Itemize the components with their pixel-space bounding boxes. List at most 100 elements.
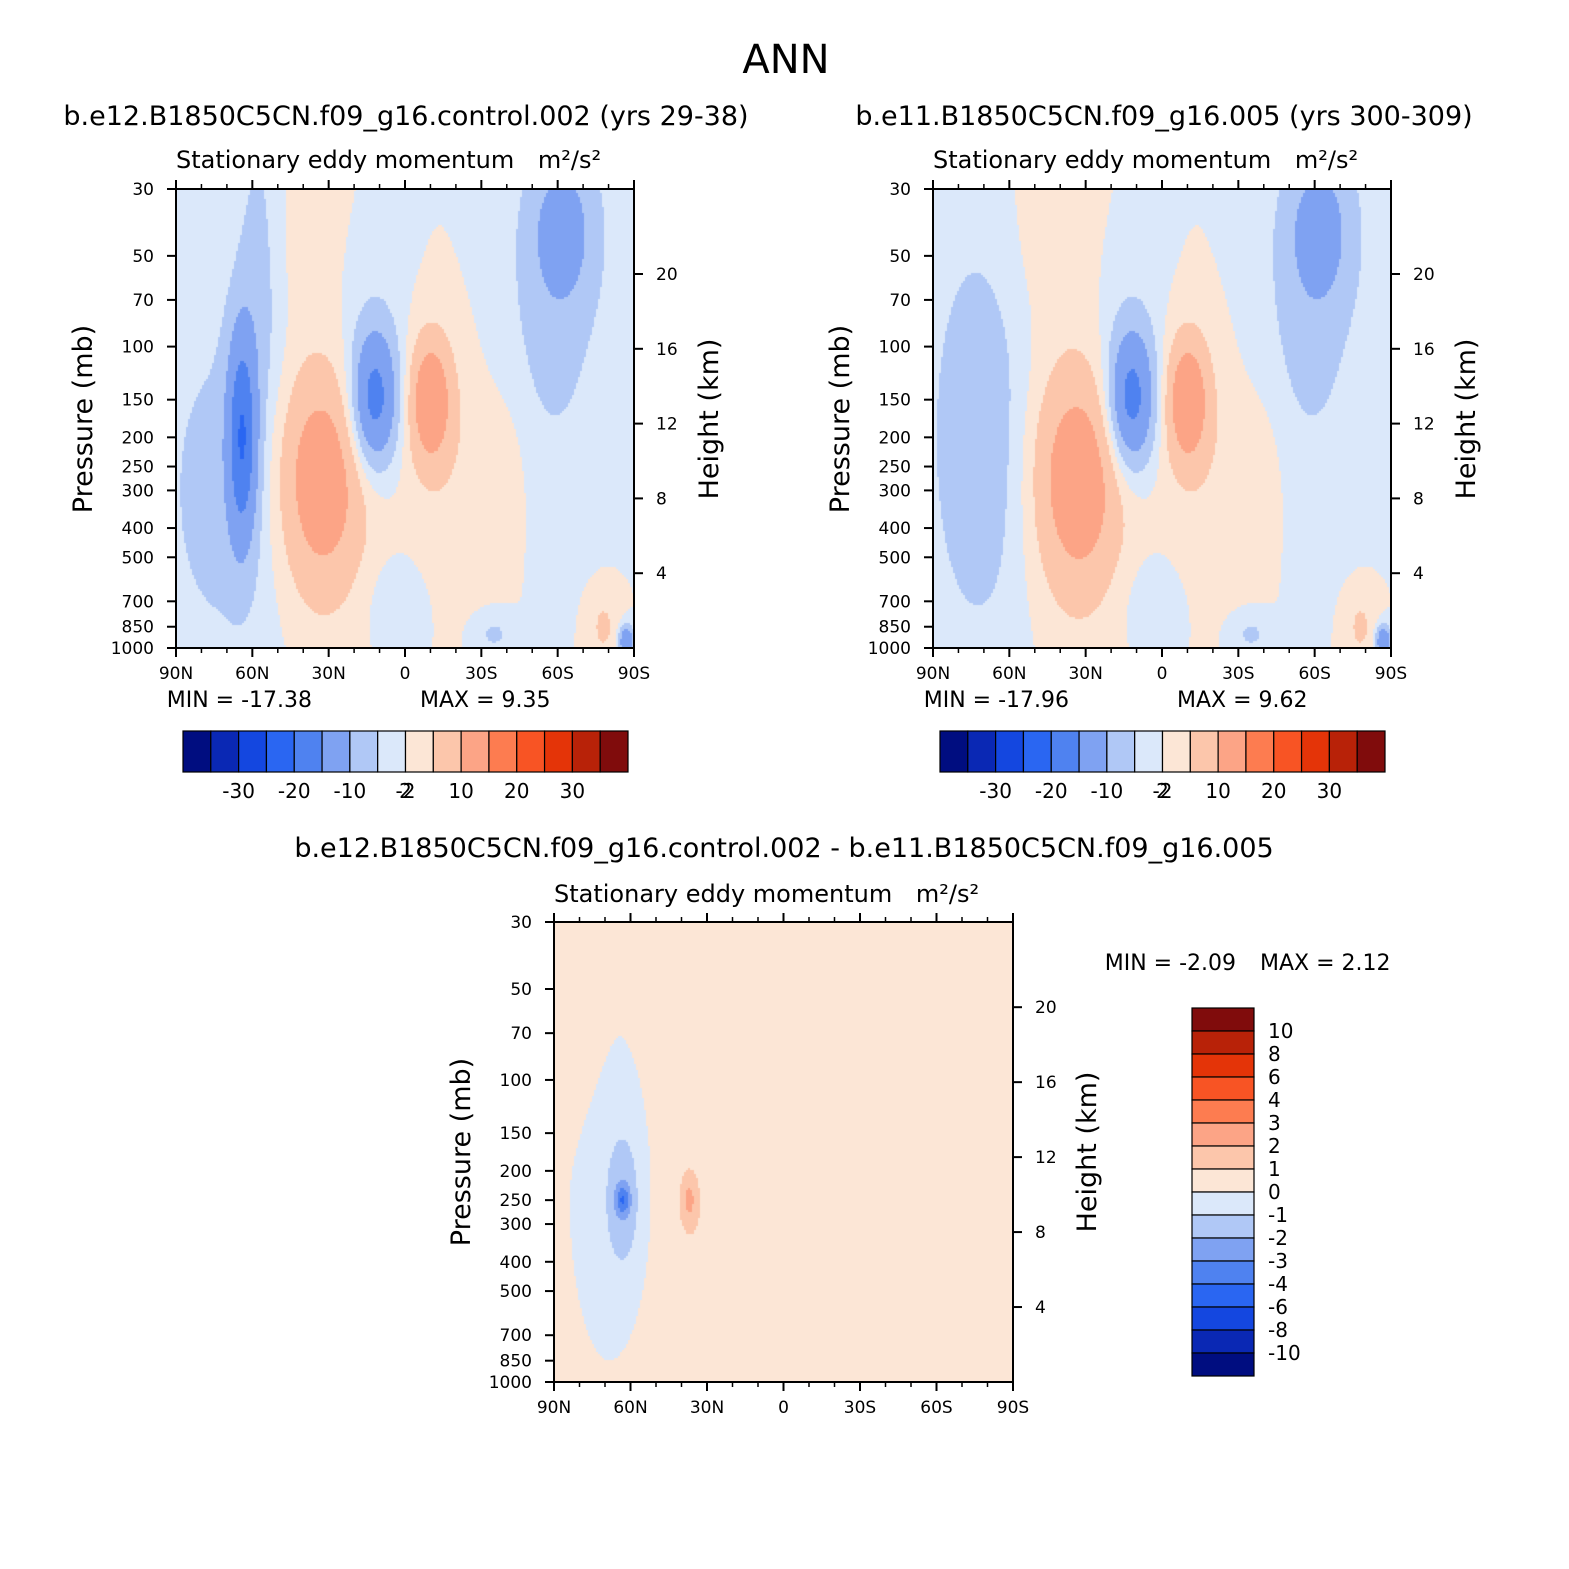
colorbar-label: -2 — [1268, 1226, 1288, 1250]
colorbar-swatch — [1191, 1283, 1255, 1308]
colorbar-swatch — [516, 730, 546, 773]
colorbar-label: -10 — [1268, 1341, 1301, 1365]
colorbar-label: -2 — [396, 779, 416, 803]
subtitle-text: Stationary eddy momentum — [933, 146, 1271, 174]
colorbar-swatch — [1191, 1214, 1255, 1239]
colorbar-label: 2 — [399, 779, 412, 803]
y-tick-label: 850 — [879, 618, 911, 638]
y-tick-label: 100 — [122, 338, 154, 358]
y-tick-label: 300 — [879, 481, 911, 501]
y2-tick-label: 8 — [1413, 489, 1424, 509]
y-tick-label: 250 — [879, 458, 911, 478]
colorbar-swatch — [1191, 1329, 1255, 1354]
y-tick-label: 150 — [879, 391, 911, 411]
x-tick-label: 90S — [618, 664, 650, 684]
panel-title: b.e11.B1850C5CN.f09_g16.005 (yrs 300-309… — [855, 101, 1472, 132]
max-label: MAX = 9.62 — [1177, 688, 1308, 713]
panel-subtitle: Stationary eddy momentum m²/s² — [933, 146, 1358, 174]
colorbar-label: 3 — [1268, 1111, 1281, 1135]
y-axis-right-label: Height (km) — [694, 339, 725, 500]
colorbar-swatch — [1245, 730, 1275, 773]
colorbar-swatch — [1300, 730, 1330, 773]
colorbar-swatch — [571, 730, 601, 773]
x-tick-label: 60S — [541, 664, 573, 684]
y-tick-label: 150 — [122, 391, 154, 411]
colorbar-swatch — [1106, 730, 1136, 773]
contour-field — [554, 922, 1013, 1382]
y2-tick-label: 12 — [1413, 415, 1435, 435]
units-text: m²/s² — [1295, 146, 1358, 174]
panel-subtitle: Stationary eddy momentum m²/s² — [554, 880, 979, 908]
colorbar-swatch — [1161, 730, 1191, 773]
x-tick-label: 30N — [1068, 664, 1102, 684]
colorbar-swatch — [321, 730, 351, 773]
y-tick-label: 70 — [510, 1024, 532, 1044]
y2-tick-label: 4 — [656, 564, 667, 584]
colorbar-swatch — [1191, 1260, 1255, 1285]
colorbar-swatch — [1191, 1306, 1255, 1331]
panel-bottom-difference: b.e12.B1850C5CN.f09_g16.control.002 - b.… — [294, 833, 1390, 1418]
colorbar-label: 20 — [1261, 779, 1286, 803]
colorbar-label: -10 — [1091, 779, 1124, 803]
max-label: MAX = 2.12 — [1260, 951, 1391, 976]
y-tick-label: 700 — [879, 592, 911, 612]
y2-tick-label: 20 — [1413, 265, 1435, 285]
y2-tick-label: 4 — [1035, 1298, 1046, 1318]
y-tick-label: 1000 — [111, 639, 154, 659]
y-tick-label: 70 — [132, 291, 154, 311]
x-tick-label: 60N — [613, 1398, 647, 1418]
colorbar-label: 30 — [1317, 779, 1342, 803]
colorbar-swatch — [432, 730, 462, 773]
x-tick-label: 30S — [1222, 664, 1254, 684]
colorbar-swatch — [1191, 1191, 1255, 1216]
colorbar-label: -10 — [334, 779, 367, 803]
y-tick-label: 50 — [889, 247, 911, 267]
colorbar-label: 10 — [1205, 779, 1230, 803]
x-tick-label: 30N — [690, 1398, 724, 1418]
contour-field — [176, 189, 634, 648]
x-tick-label: 60N — [992, 664, 1026, 684]
colorbar-label: -1 — [1268, 1203, 1288, 1227]
colorbar-swatch — [1134, 730, 1164, 773]
y-tick-label: 850 — [122, 618, 154, 638]
contour-field — [933, 189, 1391, 648]
x-tick-label: 30S — [465, 664, 497, 684]
colorbar-label: -30 — [222, 779, 255, 803]
x-tick-label: 90S — [1375, 664, 1407, 684]
colorbar-label: -20 — [1035, 779, 1068, 803]
panel-top-right: b.e11.B1850C5CN.f09_g16.005 (yrs 300-309… — [825, 101, 1482, 803]
colorbar-swatch — [1022, 730, 1052, 773]
y-axis-label: Pressure (mb) — [446, 1058, 477, 1246]
colorbar-label: 6 — [1268, 1065, 1281, 1089]
colorbar-swatch — [293, 730, 323, 773]
y-tick-label: 100 — [500, 1071, 532, 1091]
y2-tick-label: 12 — [656, 415, 678, 435]
colorbar-swatch — [1356, 730, 1386, 773]
colorbar-swatch — [1078, 730, 1108, 773]
colorbar-swatch — [939, 730, 969, 773]
x-tick-label: 90N — [159, 664, 193, 684]
panel-top-left: b.e12.B1850C5CN.f09_g16.control.002 (yrs… — [63, 101, 748, 803]
units-text: m²/s² — [916, 880, 979, 908]
colorbar-swatch — [1191, 1168, 1255, 1193]
colorbar-label: 4 — [1268, 1088, 1281, 1112]
y2-tick-label: 16 — [1035, 1073, 1057, 1093]
colorbar-label: -20 — [278, 779, 311, 803]
colorbar-label: 20 — [504, 779, 529, 803]
colorbar-swatch — [967, 730, 997, 773]
y2-tick-label: 8 — [656, 489, 667, 509]
y-tick-label: 1000 — [868, 639, 911, 659]
colorbar-swatch — [1191, 1352, 1255, 1377]
colorbar-swatch — [182, 730, 212, 773]
colorbar-swatch — [599, 730, 629, 773]
y2-tick-label: 16 — [1413, 340, 1435, 360]
colorbar-label: 1 — [1268, 1157, 1281, 1181]
y-tick-label: 400 — [122, 519, 154, 539]
y2-tick-label: 20 — [1035, 998, 1057, 1018]
colorbar-swatch — [1189, 730, 1219, 773]
colorbar-swatch — [1273, 730, 1303, 773]
colorbar-label: -6 — [1268, 1295, 1288, 1319]
y-axis-right-label: Height (km) — [1072, 1072, 1103, 1233]
subtitle-text: Stationary eddy momentum — [176, 146, 514, 174]
